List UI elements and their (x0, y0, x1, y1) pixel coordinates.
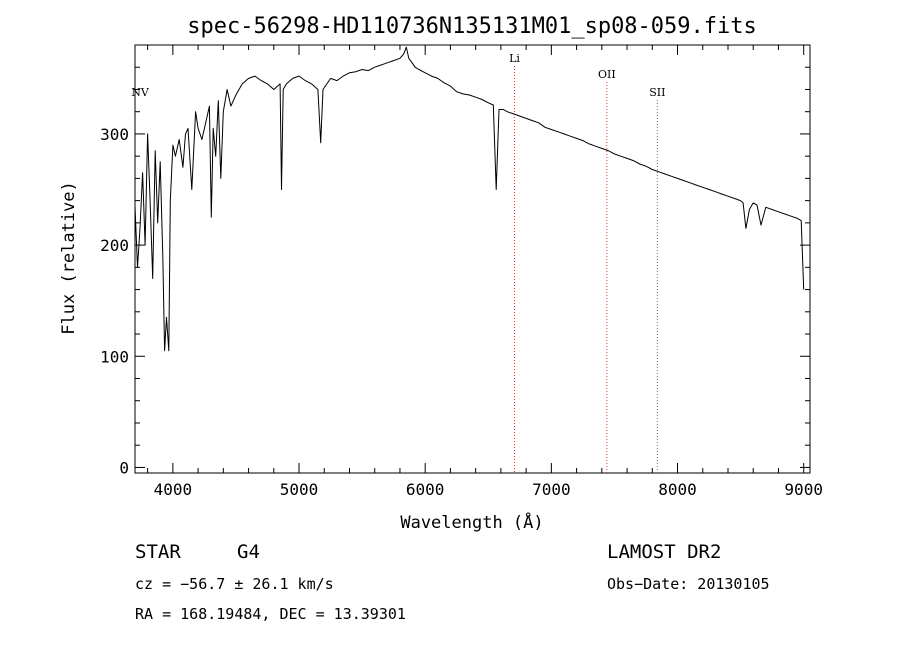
coordinates: RA = 168.19484, DEC = 13.39301 (135, 605, 406, 623)
spectrum-line (134, 46, 805, 352)
spectral-line-label: SII (649, 86, 665, 99)
x-tick-label: 5000 (280, 480, 319, 499)
x-tick-label: 4000 (154, 480, 193, 499)
y-tick-label: 200 (100, 236, 129, 255)
spectral-line-label: OII (598, 68, 616, 81)
x-tick-label: 8000 (658, 480, 697, 499)
spectral-line-label: Li (509, 52, 520, 65)
x-tick-label: 9000 (784, 480, 823, 499)
survey-name: LAMOST DR2 (607, 541, 721, 563)
y-axis-label: Flux (relative) (59, 181, 79, 335)
x-axis-label: Wavelength (Å) (400, 511, 543, 533)
x-tick-label: 6000 (406, 480, 445, 499)
y-tick-label: 100 (100, 347, 129, 366)
chart-title: spec-56298-HD110736N135131M01_sp08-059.f… (187, 14, 757, 39)
object-subclass: G4 (237, 541, 260, 563)
redshift-info: cz = −56.7 ± 26.1 km/s (135, 575, 334, 593)
x-tick-label: 7000 (532, 480, 571, 499)
y-tick-label: 300 (100, 125, 129, 144)
plot-area: 4000 5000 6000 7000 8000 9000 0 100 200 300 NV Li OI… (100, 44, 823, 499)
plot-frame (134, 44, 811, 474)
object-class: STAR (135, 541, 181, 563)
y-tick-label: 0 (119, 458, 129, 477)
spectral-line-label: NV (131, 86, 150, 99)
observation-date: Obs−Date: 20130105 (607, 575, 770, 593)
